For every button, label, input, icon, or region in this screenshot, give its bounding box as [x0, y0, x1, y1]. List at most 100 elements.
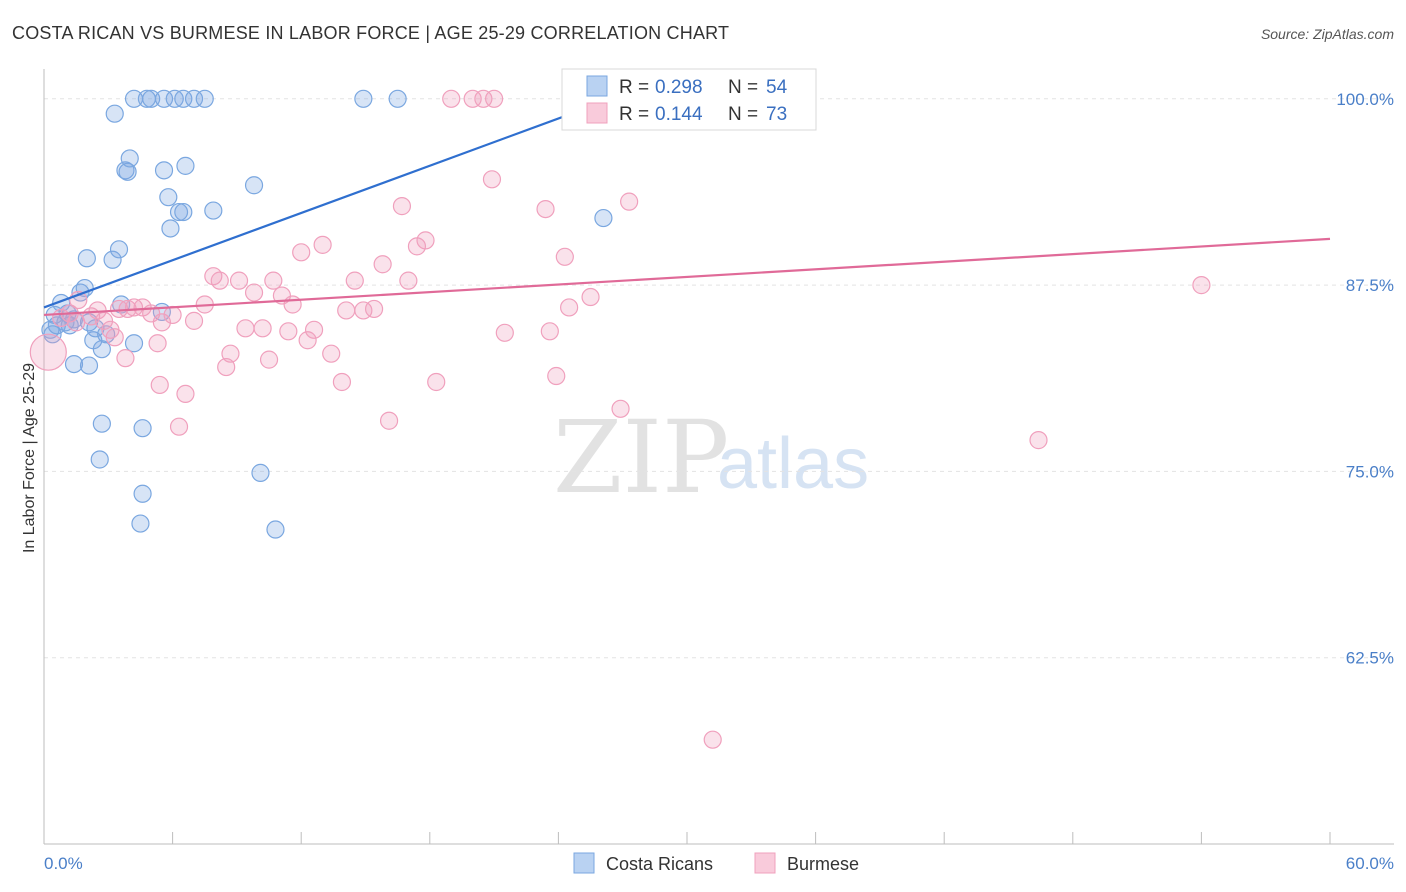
point-burmese-32 [292, 243, 311, 262]
legend-swatch-costa-ricans [586, 75, 608, 97]
axes [43, 69, 1394, 845]
point-burmese-60 [581, 287, 600, 307]
y-tick-label-2: 75.0% [1346, 462, 1394, 481]
point-costa-ricans-24 [120, 149, 139, 168]
point-costa-ricans-36 [133, 419, 152, 438]
point-costa-ricans-44 [142, 89, 161, 108]
point-burmese-53 [482, 170, 502, 189]
legend-n-label-2: N = [728, 104, 758, 125]
trendlines [43, 97, 1331, 317]
point-burmese-20 [210, 271, 229, 290]
point-burmese-56 [540, 322, 559, 341]
point-burmese-39 [345, 271, 364, 290]
point-costa-ricans-16 [92, 340, 111, 359]
point-burmese-47 [416, 231, 435, 250]
point-burmese-72 [67, 313, 86, 332]
point-burmese-28 [264, 271, 283, 290]
legend-r-label-2: R = [619, 104, 649, 125]
point-burmese-7 [105, 328, 124, 347]
y-axis-title: In Labor Force | Age 25-29 [21, 363, 38, 553]
point-costa-ricans-50 [354, 89, 373, 108]
legend-n-label-1: N = [728, 77, 758, 98]
point-burmese-54 [495, 323, 514, 342]
point-burmese-13 [148, 334, 167, 353]
point-burmese-17 [184, 311, 204, 330]
point-burmese-26 [253, 319, 272, 338]
point-costa-ricans-33 [204, 201, 223, 220]
point-burmese-62 [620, 192, 639, 211]
point-costa-ricans-28 [159, 188, 178, 207]
point-burmese-49 [442, 89, 461, 108]
point-burmese-70 [150, 375, 169, 395]
point-burmese-24 [236, 319, 255, 338]
point-burmese-55 [536, 199, 555, 219]
y-tick-labels: 100.0% 87.5% 75.0% 62.5% [1336, 90, 1394, 668]
point-costa-ricans-35 [92, 414, 111, 433]
point-costa-ricans-18 [103, 250, 122, 269]
point-burmese-52 [485, 89, 504, 108]
point-costa-ricans-39 [131, 514, 150, 533]
legend-r-value-1: 0.298 [655, 77, 703, 98]
point-burmese-50 [463, 89, 482, 108]
point-burmese-43 [379, 411, 399, 430]
point-burmese-30 [279, 322, 298, 341]
point-costa-ricans-13 [79, 356, 99, 375]
point-burmese-14 [152, 313, 171, 332]
series-costa-ricans-points [41, 89, 613, 539]
point-costa-ricans-40 [251, 463, 270, 482]
point-burmese-61 [611, 399, 630, 418]
point-costa-ricans-12 [64, 354, 84, 374]
point-burmese-22 [221, 344, 240, 363]
point-burmese-71 [169, 417, 189, 436]
watermark-zip: ZIP [553, 399, 729, 516]
point-burmese-51 [474, 89, 493, 108]
bottom-legend-swatch-burmese [754, 852, 776, 874]
stats-legend: R = 0.298 N = 54 R = 0.144 N = 73 [561, 68, 817, 131]
point-burmese-33 [298, 331, 317, 350]
legend-n-value-2: 73 [766, 104, 787, 125]
point-costa-ricans-30 [169, 202, 189, 222]
point-burmese-44 [392, 197, 412, 216]
point-costa-ricans-32 [176, 156, 195, 175]
point-burmese-35 [313, 235, 332, 254]
point-costa-ricans-37 [90, 450, 109, 469]
point-burmese-42 [373, 255, 392, 274]
point-burmese-69 [116, 349, 135, 368]
legend-n-value-1: 54 [766, 77, 788, 98]
point-burmese-25 [244, 283, 264, 302]
point-costa-ricans-25 [124, 334, 144, 353]
bottom-legend: Costa Ricans Burmese [573, 852, 859, 874]
watermark: ZIP atlas [553, 399, 869, 516]
point-costa-ricans-21 [105, 104, 124, 123]
x-tick-label-min: 0.0% [44, 854, 83, 873]
point-burmese-23 [229, 271, 249, 290]
y-tick-label-0: 100.0% [1336, 90, 1394, 109]
chart-title: COSTA RICAN VS BURMESE IN LABOR FORCE | … [12, 23, 729, 43]
point-burmese-41 [364, 299, 384, 319]
series-burmese-points [29, 89, 1211, 749]
point-costa-ricans-34 [244, 176, 264, 195]
bottom-legend-label-costa-ricans: Costa Ricans [606, 854, 713, 874]
point-burmese-58 [555, 247, 574, 266]
point-costa-ricans-48 [184, 89, 204, 108]
point-burmese-0 [29, 333, 67, 371]
bottom-legend-label-burmese: Burmese [787, 854, 859, 874]
point-costa-ricans-29 [161, 219, 180, 238]
y-tick-label-3: 62.5% [1346, 649, 1394, 668]
point-costa-ricans-31 [174, 202, 193, 222]
point-burmese-48 [427, 372, 446, 392]
point-costa-ricans-45 [154, 89, 174, 108]
point-costa-ricans-47 [174, 89, 193, 108]
bottom-legend-swatch-costa-ricans [573, 852, 595, 874]
point-burmese-38 [337, 301, 356, 320]
point-burmese-34 [304, 320, 324, 339]
point-burmese-59 [560, 298, 579, 317]
point-costa-ricans-10 [77, 249, 96, 268]
watermark-atlas: atlas [717, 424, 869, 504]
point-costa-ricans-49 [195, 89, 214, 108]
point-costa-ricans-52 [594, 208, 613, 228]
point-costa-ricans-27 [154, 161, 174, 180]
legend-swatch-burmese [586, 102, 608, 124]
point-burmese-16 [176, 384, 195, 404]
